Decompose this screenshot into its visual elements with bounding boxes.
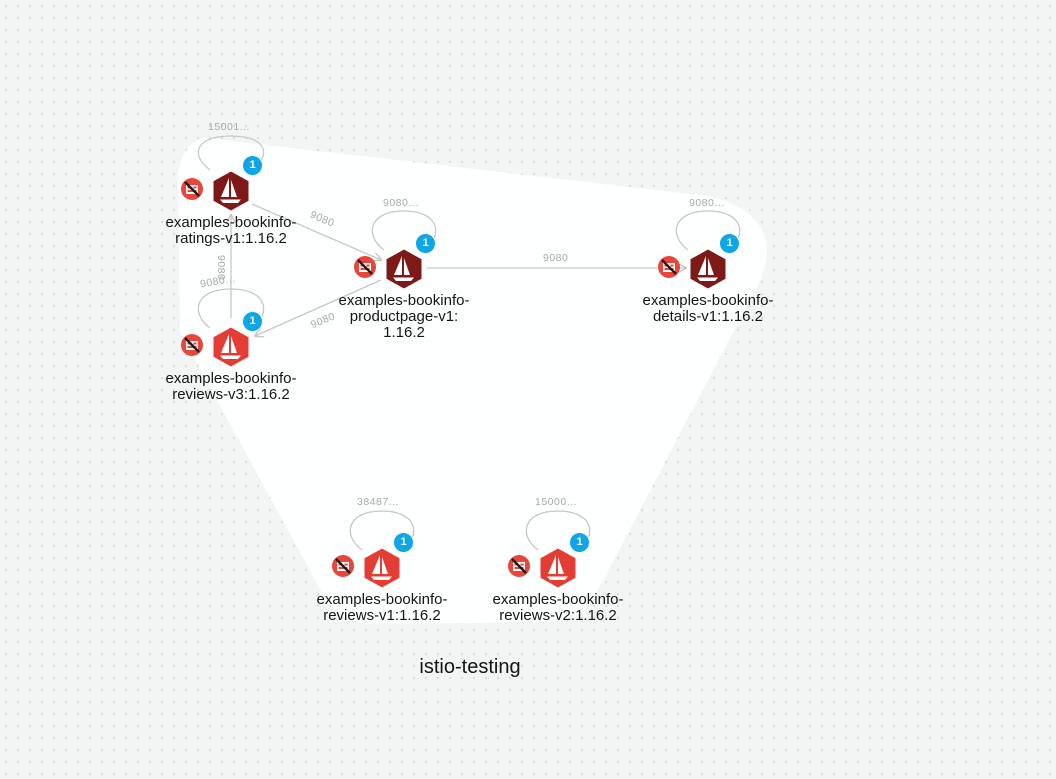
loop-reviews-v2[interactable] (525, 510, 591, 550)
node-label-line: reviews-v1:1.16.2 (323, 607, 441, 624)
node-label-line: examples-bookinfo- (492, 591, 624, 608)
reviews-v3-node[interactable]: 1 examples-bookinfo-reviews-v3:1.16.2 (166, 311, 296, 403)
namespace-label: istio-testing (419, 656, 521, 678)
node-label-line: reviews-v3:1.16.2 (172, 386, 290, 403)
loop-ratings[interactable] (197, 135, 265, 170)
node-label-line: examples-bookinfo- (165, 370, 297, 387)
no-sidecar-icon (658, 256, 680, 278)
loop-label-reviews-v2: 15000... (535, 496, 577, 508)
node-label-line: examples-bookinfo- (165, 214, 297, 231)
edge-label-productpage-to-details: 9080 (543, 252, 568, 264)
replica-count-badge: 1 (393, 532, 414, 553)
ratings-node[interactable]: 1 examples-bookinfo-ratings-v1:1.16.2 (166, 155, 296, 247)
loop-label-details: 9080... (689, 197, 725, 209)
productpage-node[interactable]: 1 examples-bookinfo-productpage-v1: 1.16.… (339, 233, 469, 341)
replica-count-badge: 1 (569, 532, 590, 553)
loop-reviews-v1[interactable] (349, 510, 415, 550)
loop-reviews-v3[interactable] (197, 288, 265, 328)
node-label-line: examples-bookinfo- (338, 292, 470, 309)
node-label-line: details-v1:1.16.2 (652, 308, 764, 325)
edges (231, 203, 686, 336)
self-loops (197, 135, 741, 550)
replica-count-badge: 1 (242, 311, 263, 332)
reviews-v1-node[interactable]: 1 examples-bookinfo-reviews-v1:1.16.2 (317, 532, 447, 624)
node-label: examples-bookinfo-reviews-v3:1.16.2 (141, 371, 321, 403)
namespace-group[interactable] (178, 138, 767, 624)
loop-label-ratings: 15001... (208, 121, 250, 133)
reviews-v2-node[interactable]: 1 examples-bookinfo-reviews-v2:1.16.2 (493, 532, 623, 624)
loop-productpage[interactable] (371, 210, 437, 250)
node-label-line: 1.16.2 (383, 324, 425, 341)
no-sidecar-icon (508, 555, 530, 577)
istio-sailboat-icon[interactable] (211, 326, 251, 368)
node-label: examples-bookinfo-reviews-v2:1.16.2 (468, 592, 648, 624)
loop-details[interactable] (675, 210, 741, 250)
replica-count-badge: 1 (415, 233, 436, 254)
node-label-line: reviews-v2:1.16.2 (499, 607, 617, 624)
edge-ratings-to-productpage[interactable] (251, 203, 381, 260)
replica-count-badge: 1 (719, 233, 740, 254)
loop-label-reviews-v1: 38487... (357, 496, 399, 508)
node-label-line: ratings-v1:1.16.2 (175, 230, 287, 247)
node-label-line: examples-bookinfo- (642, 292, 774, 309)
node-label-line: examples-bookinfo- (316, 591, 448, 608)
loop-label-productpage: 9080... (383, 197, 419, 209)
edge-label-reviews-v3-to-ratings: 9080 (215, 255, 227, 280)
no-sidecar-icon (354, 256, 376, 278)
no-sidecar-icon (181, 178, 203, 200)
details-node[interactable]: 1 examples-bookinfo-details-v1:1.16.2 (643, 233, 773, 325)
istio-sailboat-icon[interactable] (384, 248, 424, 290)
node-label-line: productpage-v1: (349, 308, 459, 325)
replica-count-badge: 1 (242, 155, 263, 176)
istio-sailboat-icon[interactable] (362, 547, 402, 589)
istio-sailboat-icon[interactable] (211, 170, 251, 212)
node-label: examples-bookinfo-reviews-v1:1.16.2 (292, 592, 472, 624)
no-sidecar-icon (181, 334, 203, 356)
istio-sailboat-icon[interactable] (538, 547, 578, 589)
no-sidecar-icon (332, 555, 354, 577)
node-label: examples-bookinfo-ratings-v1:1.16.2 (141, 215, 321, 247)
edge-productpage-to-reviews-v3[interactable] (255, 279, 382, 336)
node-label: examples-bookinfo-details-v1:1.16.2 (618, 293, 798, 325)
istio-sailboat-icon[interactable] (688, 248, 728, 290)
node-label: examples-bookinfo-productpage-v1: 1.16.2 (314, 293, 494, 341)
